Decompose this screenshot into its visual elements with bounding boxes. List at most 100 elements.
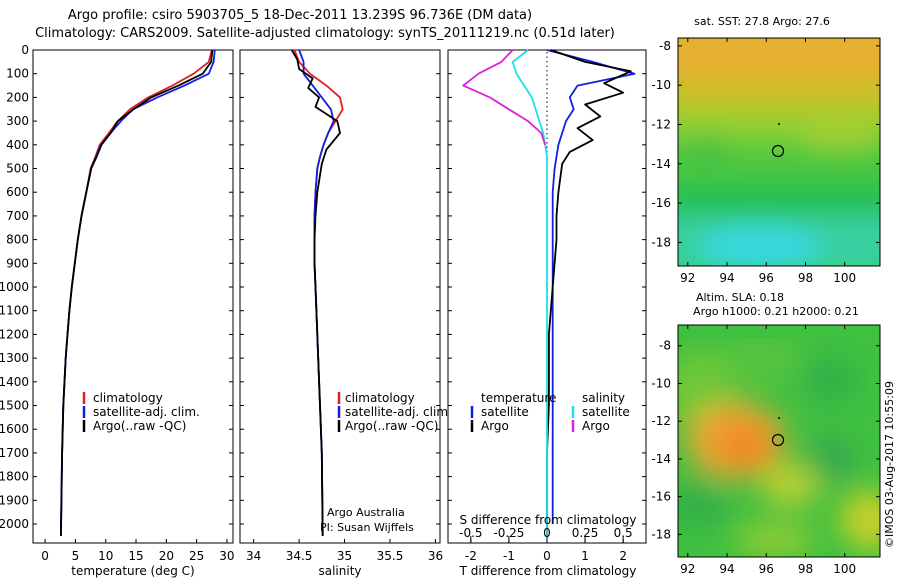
lon-tick-label: 92 [680, 562, 695, 576]
salinity-x-axis: 34 34.5 35 35.5 36 [246, 539, 443, 563]
series-line-t-argo [546, 49, 632, 536]
salinity-diff-scale: -0.5 -0.25 0 0.25 0.5 [459, 526, 633, 543]
series-line-argo-raw-qc [60, 49, 214, 536]
t-difference-label: T difference from climatology [459, 564, 637, 578]
depth-tick-label: 200 [6, 90, 29, 104]
s-diff-tick-label: 0 [543, 526, 551, 540]
x-tick-label: 0 [543, 549, 551, 563]
series-line-s-satellite [511, 49, 548, 536]
lat-tick-label: -8 [659, 39, 671, 53]
depth-tick-label: 600 [6, 185, 29, 199]
difference-legend-temperature: temperature satellite Argo [470, 391, 556, 433]
timestamp: ©IMOS 03-Aug-2017 10:55:09 [883, 381, 896, 548]
legend-label-climatology: climatology [345, 391, 415, 405]
lat-tick-label: -14 [651, 452, 671, 466]
depth-tick-label: 400 [6, 138, 29, 152]
sst-lon-axis: 92 94 96 98 100 [680, 38, 856, 285]
argo-position-marker [771, 144, 785, 158]
sst-map-panel: sat. SST: 27.8 Argo: 27.6 -8 -10 -12 -14 -16… [651, 15, 881, 285]
depth-tick-label: 1700 [0, 446, 29, 460]
depth-tick-label: 1300 [0, 351, 29, 365]
x-tick-label: -2 [465, 549, 477, 563]
s-diff-tick-label: 0.25 [572, 526, 599, 540]
x-tick-label: 34 [246, 549, 261, 563]
series-line-t-satellite [546, 49, 636, 524]
lon-tick-label: 98 [798, 271, 813, 285]
depth-tick-label: 800 [6, 233, 29, 247]
temperature-panel: 0100200300400500600700800900100011001200… [0, 43, 235, 578]
x-tick-label: 34.5 [286, 549, 313, 563]
temperature-x-axis: 0 5 10 15 20 25 30 [41, 539, 235, 563]
salinity-series [291, 49, 344, 536]
salinity-depth-ticks [240, 49, 440, 525]
sst-map-frame [677, 37, 881, 267]
x-tick-label: 15 [128, 549, 143, 563]
depth-tick-label: 1500 [0, 399, 29, 413]
credit-line-1: Argo Australia [327, 506, 405, 519]
x-tick-label: 20 [159, 549, 174, 563]
lon-tick-label: 94 [719, 562, 734, 576]
legend-label-argo: Argo(..raw -QC) [345, 419, 438, 433]
legend-label-climatology: climatology [93, 391, 163, 405]
lat-tick-label: -18 [651, 235, 671, 249]
credit-line-2: PI: Susan Wijffels [320, 521, 414, 534]
sst-map-title: sat. SST: 27.8 Argo: 27.6 [694, 15, 830, 28]
depth-tick-label: 0 [21, 43, 29, 57]
depth-tick-label: 1200 [0, 327, 29, 341]
lat-tick-label: -12 [651, 414, 671, 428]
depth-tick-label: 2000 [0, 517, 29, 531]
legend-label-argo: Argo(..raw -QC) [93, 419, 186, 433]
x-tick-label: -1 [503, 549, 515, 563]
lat-tick-label: -18 [651, 527, 671, 541]
x-tick-label: 5 [72, 549, 80, 563]
depth-tick-label: 700 [6, 209, 29, 223]
legend-label-s-argo: Argo [582, 419, 610, 433]
header-line-2: Climatology: CARS2009. Satellite-adjuste… [35, 26, 615, 41]
lat-tick-label: -8 [659, 339, 671, 353]
legend-label-s-satellite: satellite [582, 405, 630, 419]
difference-legend-salinity: salinity satellite Argo [571, 391, 630, 433]
sla-lon-axis: 92 94 96 98 100 [680, 325, 856, 576]
depth-tick-label: 1100 [0, 304, 29, 318]
temperature-series [60, 49, 216, 536]
sst-heatmap [678, 38, 880, 266]
lat-tick-label: -10 [651, 78, 671, 92]
series-line-s-argo [462, 49, 546, 146]
sla-map-frame [677, 324, 881, 558]
s-diff-tick-label: -0.5 [459, 526, 482, 540]
depth-tick-label: 1000 [0, 280, 29, 294]
x-tick-label: 35.5 [377, 549, 404, 563]
x-tick-label: 0 [41, 549, 49, 563]
x-tick-label: 36 [428, 549, 443, 563]
sla-heatmap [678, 338, 880, 557]
x-tick-label: 10 [98, 549, 113, 563]
legend-label-satellite: satellite-adj. clim. [93, 405, 200, 419]
salinity-panel: 34 34.5 35 35.5 36 climatology satellite-adj… [239, 49, 452, 578]
depth-tick-label: 500 [6, 162, 29, 176]
x-tick-label: 2 [619, 549, 627, 563]
lat-tick-label: -16 [651, 490, 671, 504]
legend-title-temperature: temperature [481, 391, 556, 405]
difference-depth-ticks [448, 49, 646, 525]
x-tick-label: 1 [581, 549, 589, 563]
legend-label-t-satellite: satellite [481, 405, 529, 419]
lat-tick-label: -14 [651, 157, 671, 171]
depth-tick-label: 1600 [0, 422, 29, 436]
s-diff-tick-label: -0.25 [493, 526, 524, 540]
depth-axis: 0 100 200 300 400 500 600 700 800 900 1000 1100 1200… [0, 43, 233, 531]
difference-series [462, 49, 636, 536]
s-difference-label: S difference from climatology [460, 513, 637, 527]
series-line-argo-raw-qc [291, 49, 341, 536]
depth-tick-label: 100 [6, 67, 29, 81]
temperature-legend: climatology satellite-adj. clim. Argo(..… [82, 391, 200, 433]
lon-tick-label: 92 [680, 271, 695, 285]
lat-tick-label: -16 [651, 196, 671, 210]
depth-tick-label: 1400 [0, 375, 29, 389]
salinity-x-label: salinity [318, 564, 361, 578]
x-tick-label: 30 [219, 549, 234, 563]
lon-tick-label: 96 [759, 271, 774, 285]
depth-tick-label: 900 [6, 256, 29, 270]
header-line-1: Argo profile: csiro 5903705_5 18-Dec-201… [68, 8, 532, 23]
legend-label-t-argo: Argo [481, 419, 509, 433]
